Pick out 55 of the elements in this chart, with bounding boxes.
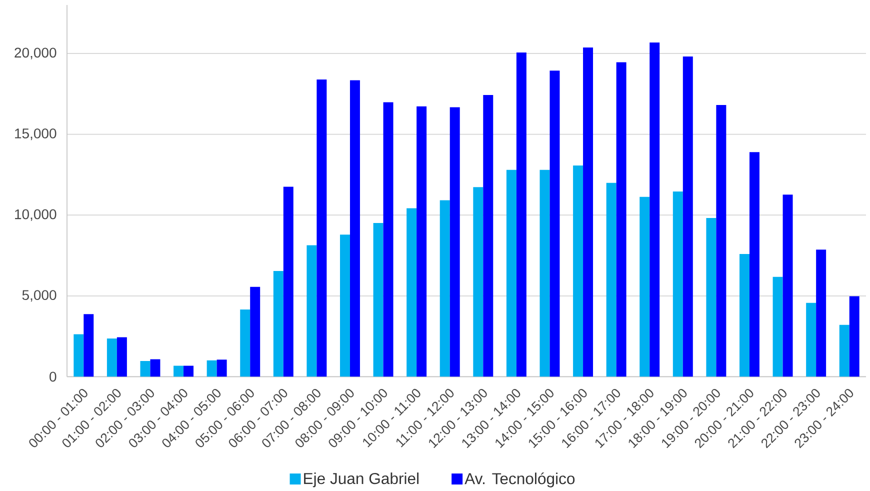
bar — [650, 42, 660, 377]
bar — [273, 271, 284, 377]
bar — [206, 360, 217, 377]
bar — [782, 194, 793, 377]
bar — [150, 359, 160, 377]
bar — [550, 70, 560, 377]
legend-label: Eje Juan Gabriel — [304, 472, 418, 488]
bar — [473, 187, 484, 377]
bar — [174, 366, 184, 377]
bar — [316, 79, 327, 377]
bar — [540, 170, 550, 377]
bar — [682, 56, 693, 377]
bar — [849, 296, 860, 377]
bar — [573, 165, 584, 377]
bar — [816, 250, 826, 377]
y-tick-label: 0 — [50, 372, 56, 382]
bar — [240, 309, 250, 377]
bar — [373, 223, 384, 377]
y-tick-label: 20,000 — [14, 48, 56, 60]
bar — [84, 314, 94, 377]
y-tick-label: 15,000 — [15, 128, 56, 140]
bar — [340, 234, 350, 377]
bar — [406, 208, 417, 377]
bar — [583, 48, 594, 377]
bar — [184, 366, 194, 377]
bar — [606, 182, 616, 377]
bar — [140, 361, 150, 377]
bar — [672, 191, 683, 377]
bar — [772, 276, 783, 377]
bar — [350, 80, 360, 377]
bar — [740, 254, 750, 377]
bar — [74, 334, 84, 377]
bar — [116, 337, 127, 377]
bar — [440, 200, 450, 377]
bar — [250, 286, 260, 377]
bar — [506, 170, 516, 377]
bar — [383, 102, 394, 377]
bar — [283, 186, 294, 377]
bar — [306, 245, 317, 377]
y-tick-label: 5,000 — [22, 290, 56, 302]
bar — [839, 324, 850, 377]
bar — [106, 338, 117, 377]
bar — [516, 52, 526, 377]
bar — [706, 218, 716, 377]
bar — [483, 95, 494, 377]
legend-label: Av. Tecnológico — [464, 472, 575, 488]
bar — [450, 107, 460, 377]
bar — [640, 196, 650, 377]
y-tick-label: 10,000 — [15, 209, 56, 221]
bar — [416, 106, 427, 377]
bar — [616, 62, 626, 377]
bar — [749, 152, 760, 377]
bar — [216, 360, 227, 377]
bar — [806, 302, 816, 377]
bar — [716, 105, 726, 377]
